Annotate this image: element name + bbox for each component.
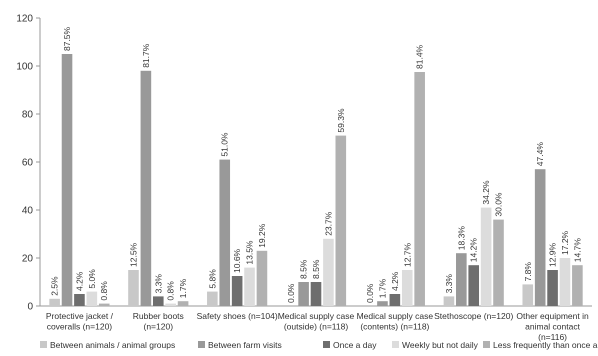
bar (414, 72, 425, 306)
data-label: 2.5% (50, 276, 60, 296)
bar (335, 135, 347, 306)
legend: Between animals / animal groups Between f… (40, 340, 598, 350)
data-label: 17.2% (560, 230, 570, 255)
bar (152, 296, 164, 306)
data-label: 5.8% (207, 269, 217, 289)
bar (493, 219, 504, 306)
legend-label: Once a day (333, 340, 377, 350)
data-label: 13.5% (245, 240, 255, 265)
data-label: 51.0% (220, 132, 230, 157)
bar (231, 276, 243, 306)
bar (480, 207, 492, 306)
data-label: 5.0% (87, 269, 97, 289)
x-tick-label: Rubber boots (n=120) (133, 311, 184, 332)
bar (534, 169, 546, 306)
data-label: 7.8% (523, 262, 533, 282)
legend-label: Less frequently than once a week (493, 340, 598, 350)
data-label: 1.7% (178, 278, 188, 298)
bar (74, 294, 85, 306)
y-tick-label: 120 (16, 14, 33, 25)
x-tick-label: Protective jacket / coveralls (n=120) (46, 311, 114, 332)
data-label: 10.6% (232, 248, 242, 273)
data-label: 8.5% (299, 259, 309, 279)
data-label: 0.0% (286, 283, 296, 303)
data-label: 81.7% (141, 43, 151, 68)
data-label: 81.4% (415, 44, 425, 69)
x-tick-label: Other equipment in animal contact (n=116) (516, 311, 589, 342)
legend-swatch (323, 341, 330, 348)
data-label: 4.2% (74, 271, 84, 291)
data-label: 34.2% (481, 180, 491, 205)
x-axis-labels: Protective jacket / coveralls (n=120) Rubb… (46, 311, 589, 342)
data-label: 18.3% (456, 226, 466, 251)
bar (177, 301, 189, 306)
data-label: 1.7% (377, 278, 387, 298)
y-tick-label: 60 (22, 158, 34, 169)
bar (61, 54, 73, 306)
bar (443, 296, 455, 306)
bar (323, 238, 334, 306)
bar (207, 291, 218, 306)
data-label: 14.7% (572, 238, 582, 263)
data-label: 12.5% (128, 242, 138, 267)
bar (389, 294, 401, 306)
bar (401, 270, 413, 306)
y-tick-label: 100 (16, 62, 33, 73)
bar (256, 250, 268, 306)
legend-swatch (392, 341, 399, 348)
bar (456, 253, 467, 306)
bar (572, 265, 583, 306)
data-label: 14.2% (469, 238, 479, 263)
y-tick-label: 20 (22, 254, 34, 265)
legend-label: Weekly but not daily (402, 340, 479, 350)
bar (298, 282, 309, 306)
data-labels: 2.5%87.5%4.2% 5.0%0.8%12.5%81.7%3.3% 0.8% 1… (50, 26, 583, 303)
bar (128, 270, 139, 306)
legend-swatch (40, 341, 47, 348)
bars (49, 54, 583, 306)
bar (468, 265, 480, 306)
legend-label: Between farm visits (208, 340, 282, 350)
bar (377, 301, 388, 306)
x-tick-label: Medical supply case (contents) (n=118) (357, 311, 434, 332)
data-label: 3.3% (444, 274, 454, 294)
x-tick-label: Stethoscope (n=120) (434, 311, 513, 321)
data-label: 0.0% (365, 283, 375, 303)
bar (86, 291, 98, 306)
bar (98, 303, 110, 306)
bar (310, 282, 322, 306)
data-label: 47.4% (535, 142, 545, 167)
data-label: 59.3% (336, 108, 346, 133)
legend-label: Between animals / animal groups (50, 340, 175, 350)
bar (522, 284, 534, 306)
data-label: 87.5% (62, 26, 72, 51)
y-tick-label: 0 (27, 302, 33, 313)
bar (49, 298, 60, 306)
y-tick-label: 40 (22, 206, 34, 217)
data-label: 12.9% (548, 242, 558, 267)
bar (559, 258, 571, 306)
data-label: 3.3% (153, 274, 163, 294)
legend-swatch (198, 341, 205, 348)
bar (165, 303, 176, 306)
data-label: 8.5% (311, 259, 321, 279)
data-label: 30.0% (494, 192, 504, 217)
x-tick-label: Medical supply case (outside) (n=118) (278, 311, 355, 332)
data-label: 0.8% (166, 281, 176, 301)
bar (140, 70, 152, 306)
data-label: 19.2% (257, 223, 267, 248)
legend-swatch (483, 341, 490, 348)
bar (244, 267, 255, 306)
y-tick-label: 80 (22, 110, 34, 121)
x-tick-label: Safety shoes (n=104) (197, 311, 278, 321)
data-label: 23.7% (323, 211, 333, 236)
bar (547, 270, 558, 306)
bar (219, 159, 231, 306)
data-label: 12.7% (402, 242, 412, 267)
data-label: 4.2% (390, 271, 400, 291)
data-label: 0.8% (99, 281, 109, 301)
